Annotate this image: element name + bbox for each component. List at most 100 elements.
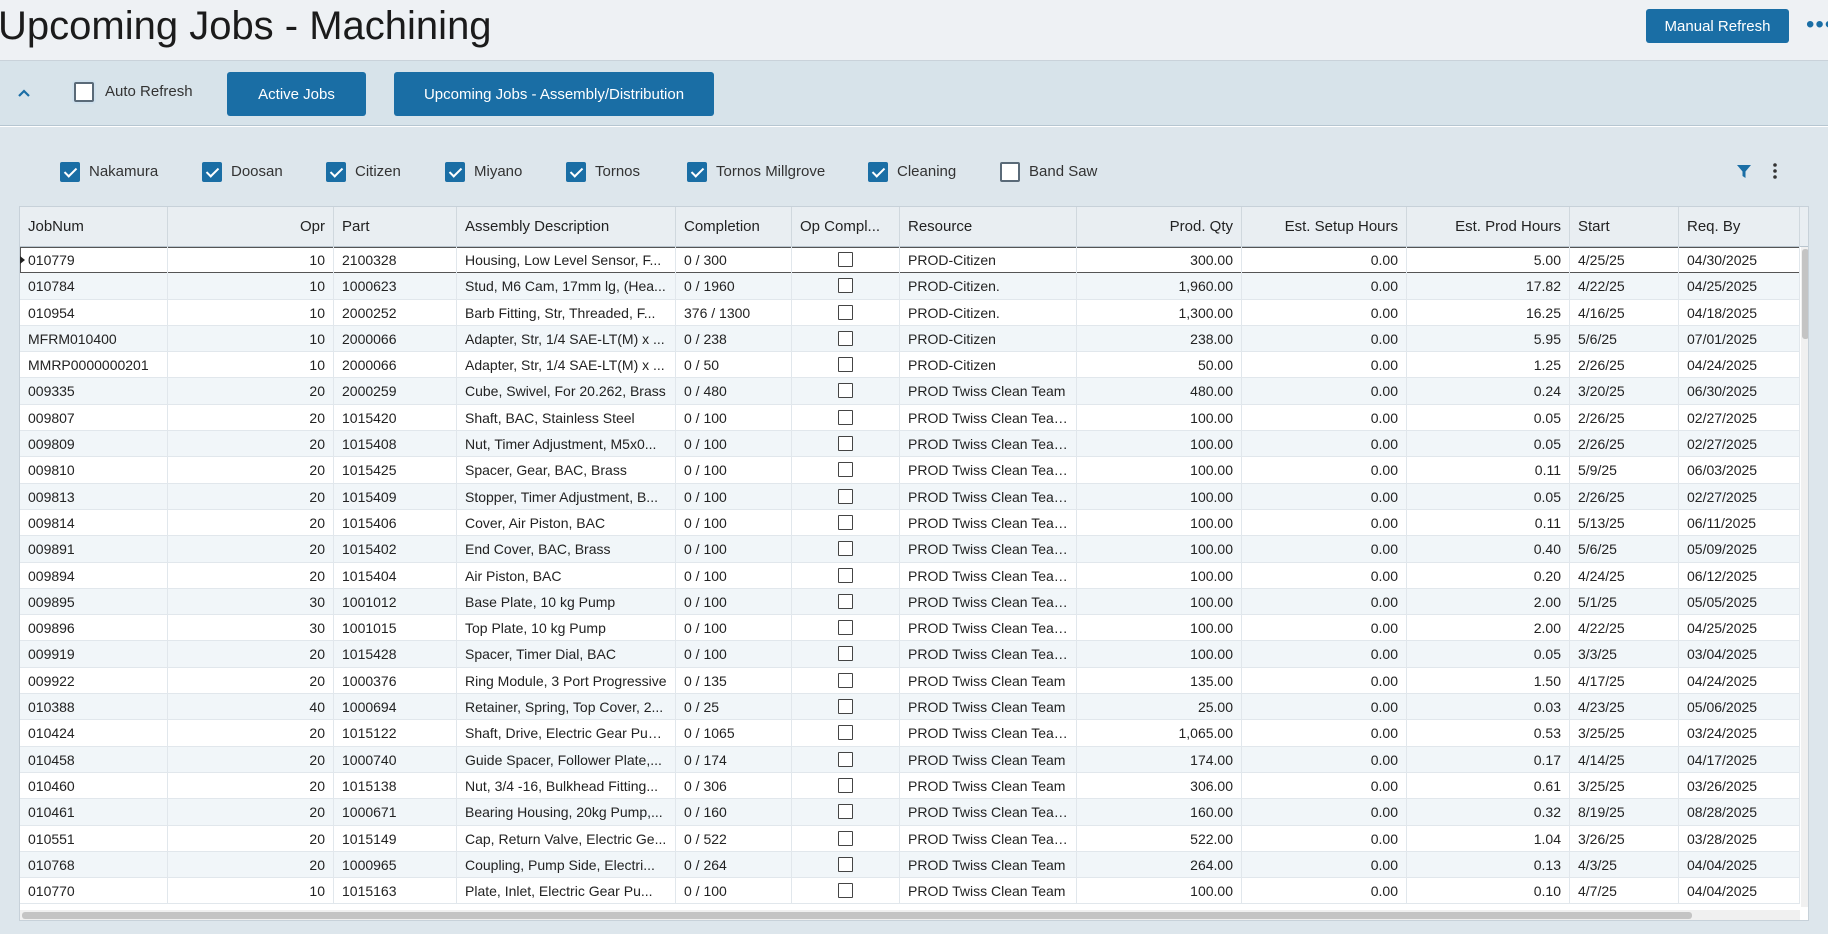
cell-completion[interactable]: 0 / 300 xyxy=(676,247,792,273)
cell-req-by[interactable]: 06/11/2025 xyxy=(1679,509,1800,536)
cell-part[interactable]: 1015408 xyxy=(334,431,457,458)
cell-jobnum[interactable]: 010768 xyxy=(20,851,168,878)
cell-opr[interactable]: 20 xyxy=(168,562,334,589)
cell-opr[interactable]: 20 xyxy=(168,772,334,799)
cell-prod-qty[interactable]: 100.00 xyxy=(1077,483,1242,510)
cell-est-setup-hours[interactable]: 0.00 xyxy=(1242,325,1407,352)
table-row[interactable]: 010779 10 2100328 Housing, Low Level Sensor… xyxy=(20,247,1800,274)
cell-req-by[interactable]: 04/04/2025 xyxy=(1679,851,1800,878)
cell-assembly-description[interactable]: End Cover, BAC, Brass xyxy=(457,536,676,563)
cell-part[interactable]: 1015149 xyxy=(334,825,457,852)
cell-start[interactable]: 4/23/25 xyxy=(1570,694,1679,721)
cell-opr[interactable]: 10 xyxy=(168,325,334,352)
cell-start[interactable]: 5/13/25 xyxy=(1570,509,1679,536)
cell-est-prod-hours[interactable]: 0.05 xyxy=(1407,641,1570,668)
cell-req-by[interactable]: 04/04/2025 xyxy=(1679,878,1800,905)
cell-completion[interactable]: 0 / 264 xyxy=(676,851,792,878)
cell-opr[interactable]: 20 xyxy=(168,431,334,458)
cell-resource[interactable]: PROD Twiss Clean Team. xyxy=(900,431,1077,458)
cell-completion[interactable]: 0 / 238 xyxy=(676,325,792,352)
cell-est-prod-hours[interactable]: 2.00 xyxy=(1407,588,1570,615)
cell-assembly-description[interactable]: Nut, 3/4 -16, Bulkhead Fitting... xyxy=(457,772,676,799)
cell-start[interactable]: 3/25/25 xyxy=(1570,772,1679,799)
cell-prod-qty[interactable]: 480.00 xyxy=(1077,378,1242,405)
cell-resource[interactable]: PROD Twiss Clean Team. xyxy=(900,483,1077,510)
cell-jobnum[interactable]: 009896 xyxy=(20,615,168,642)
op-complete-checkbox[interactable] xyxy=(838,593,853,609)
cell-est-prod-hours[interactable]: 5.00 xyxy=(1407,247,1570,273)
cell-prod-qty[interactable]: 1,065.00 xyxy=(1077,720,1242,747)
cell-jobnum[interactable]: 009814 xyxy=(20,509,168,536)
cell-part[interactable]: 2100328 xyxy=(334,247,457,273)
cell-req-by[interactable]: 04/30/2025 xyxy=(1679,247,1800,273)
cell-resource[interactable]: PROD-Citizen xyxy=(900,352,1077,379)
cell-start[interactable]: 3/26/25 xyxy=(1570,825,1679,852)
cell-start[interactable]: 2/26/25 xyxy=(1570,404,1679,431)
cell-start[interactable]: 4/17/25 xyxy=(1570,667,1679,694)
cell-resource[interactable]: PROD Twiss Clean Team. xyxy=(900,536,1077,563)
cell-opr[interactable]: 20 xyxy=(168,509,334,536)
cell-est-setup-hours[interactable]: 0.00 xyxy=(1242,851,1407,878)
table-row[interactable]: 009894 20 1015404 Air Piston, BAC 0 / 100 PRO… xyxy=(20,562,1800,589)
cell-jobnum[interactable]: 009813 xyxy=(20,483,168,510)
cell-est-prod-hours[interactable]: 1.25 xyxy=(1407,352,1570,379)
auto-refresh-checkbox[interactable] xyxy=(74,82,94,102)
horizontal-scroll-thumb[interactable] xyxy=(22,912,1692,919)
cell-jobnum[interactable]: 010424 xyxy=(20,720,168,747)
cell-resource[interactable]: PROD Twiss Clean Team xyxy=(900,667,1077,694)
cell-prod-qty[interactable]: 100.00 xyxy=(1077,878,1242,905)
cell-req-by[interactable]: 04/25/2025 xyxy=(1679,615,1800,642)
cell-req-by[interactable]: 05/05/2025 xyxy=(1679,588,1800,615)
column-header-part[interactable]: Part xyxy=(334,207,457,247)
cell-req-by[interactable]: 03/26/2025 xyxy=(1679,772,1800,799)
cell-completion[interactable]: 0 / 100 xyxy=(676,457,792,484)
op-complete-checkbox[interactable] xyxy=(838,620,853,636)
cell-part[interactable]: 1015425 xyxy=(334,457,457,484)
cell-est-prod-hours[interactable]: 5.95 xyxy=(1407,325,1570,352)
cell-opr[interactable]: 20 xyxy=(168,851,334,878)
cell-jobnum[interactable]: MMRP0000000201 xyxy=(20,352,168,379)
cell-est-prod-hours[interactable]: 0.53 xyxy=(1407,720,1570,747)
cell-prod-qty[interactable]: 100.00 xyxy=(1077,457,1242,484)
cell-opr[interactable]: 30 xyxy=(168,588,334,615)
cell-assembly-description[interactable]: Housing, Low Level Sensor, F... xyxy=(457,247,676,273)
cell-est-setup-hours[interactable]: 0.00 xyxy=(1242,746,1407,773)
cell-assembly-description[interactable]: Base Plate, 10 kg Pump xyxy=(457,588,676,615)
cell-est-setup-hours[interactable]: 0.00 xyxy=(1242,694,1407,721)
op-complete-checkbox[interactable] xyxy=(838,436,853,452)
cell-est-prod-hours[interactable]: 0.40 xyxy=(1407,536,1570,563)
op-complete-checkbox[interactable] xyxy=(838,567,853,583)
cell-start[interactable]: 4/25/25 xyxy=(1570,247,1679,273)
more-horizontal-icon[interactable]: ••• xyxy=(1806,11,1828,38)
op-complete-checkbox[interactable] xyxy=(838,488,853,504)
filter-checkbox-miyano[interactable] xyxy=(445,162,465,182)
cell-completion[interactable]: 0 / 100 xyxy=(676,483,792,510)
cell-part[interactable]: 2000066 xyxy=(334,325,457,352)
cell-jobnum[interactable]: 010770 xyxy=(20,878,168,905)
table-row[interactable]: 010424 20 1015122 Shaft, Drive, Electric Ge… xyxy=(20,720,1800,747)
column-header-req-by[interactable]: Req. By xyxy=(1679,207,1800,247)
cell-start[interactable]: 3/20/25 xyxy=(1570,378,1679,405)
cell-start[interactable]: 5/9/25 xyxy=(1570,457,1679,484)
cell-completion[interactable]: 0 / 100 xyxy=(676,562,792,589)
cell-prod-qty[interactable]: 1,300.00 xyxy=(1077,299,1242,326)
cell-resource[interactable]: PROD-Citizen. xyxy=(900,299,1077,326)
cell-jobnum[interactable]: 009895 xyxy=(20,588,168,615)
cell-req-by[interactable]: 07/01/2025 xyxy=(1679,325,1800,352)
cell-start[interactable]: 4/24/25 xyxy=(1570,562,1679,589)
table-row[interactable]: 009810 20 1015425 Spacer, Gear, BAC, Brass 0… xyxy=(20,457,1800,484)
filter-checkbox-doosan[interactable] xyxy=(202,162,222,182)
cell-jobnum[interactable]: MFRM010400 xyxy=(20,325,168,352)
cell-jobnum[interactable]: 010460 xyxy=(20,772,168,799)
cell-start[interactable]: 4/3/25 xyxy=(1570,851,1679,878)
cell-prod-qty[interactable]: 135.00 xyxy=(1077,667,1242,694)
cell-part[interactable]: 1000376 xyxy=(334,667,457,694)
op-complete-checkbox[interactable] xyxy=(838,830,853,846)
cell-assembly-description[interactable]: Adapter, Str, 1/4 SAE-LT(M) x ... xyxy=(457,325,676,352)
cell-prod-qty[interactable]: 100.00 xyxy=(1077,562,1242,589)
table-row[interactable]: 010461 20 1000671 Bearing Housing, 20kg Pum… xyxy=(20,799,1800,826)
cell-part[interactable]: 1015406 xyxy=(334,509,457,536)
op-complete-checkbox[interactable] xyxy=(838,883,853,899)
cell-prod-qty[interactable]: 100.00 xyxy=(1077,588,1242,615)
cell-assembly-description[interactable]: Bearing Housing, 20kg Pump,... xyxy=(457,799,676,826)
